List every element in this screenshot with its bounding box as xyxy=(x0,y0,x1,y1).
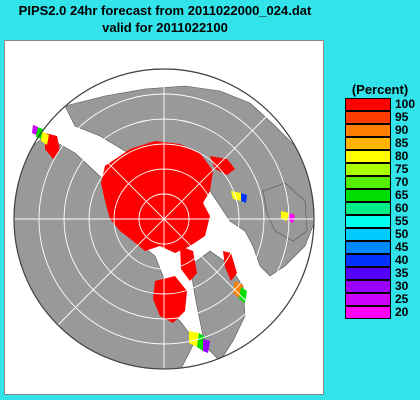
mi-baltic-yellow xyxy=(281,211,289,221)
mi-greenland-green xyxy=(239,287,247,303)
chart-title: PIPS2.0 24hr forecast from 2011022000_02… xyxy=(18,3,312,18)
mi-labrador-purple xyxy=(203,339,210,353)
legend-row: 50 xyxy=(345,227,420,241)
mi-baltic-magenta xyxy=(289,213,295,223)
mi-bering-violet xyxy=(32,125,38,135)
legend-label: 90 xyxy=(395,123,409,137)
legend-row: 80 xyxy=(345,149,420,163)
legend-label: 25 xyxy=(395,292,409,306)
legend-label: 45 xyxy=(395,240,409,254)
legend-row: 95 xyxy=(345,110,420,124)
legend-row: 20 xyxy=(345,305,420,319)
legend-swatch xyxy=(345,202,391,215)
legend-swatch xyxy=(345,137,391,150)
legend-swatch xyxy=(345,124,391,137)
legend-row: 100 xyxy=(345,97,420,111)
legend-swatch xyxy=(345,176,391,189)
legend-label: 40 xyxy=(395,253,409,267)
graticule xyxy=(14,69,314,369)
legend-row: 75 xyxy=(345,162,420,176)
legend-label: 30 xyxy=(395,279,409,293)
legend-row: 35 xyxy=(345,266,420,280)
legend-swatch xyxy=(345,280,391,293)
legend-row: 55 xyxy=(345,214,420,228)
meridian xyxy=(57,112,271,326)
legend-label: 75 xyxy=(395,162,409,176)
sea-ice-layer xyxy=(45,133,237,323)
legend-label: 95 xyxy=(395,110,409,124)
sea-ice-east-greenland xyxy=(223,251,237,281)
legend-swatch xyxy=(345,306,391,319)
legend-label: 60 xyxy=(395,201,409,215)
legend-row: 25 xyxy=(345,292,420,306)
legend-label: 50 xyxy=(395,227,409,241)
legend-swatch xyxy=(345,241,391,254)
legend-swatch xyxy=(345,189,391,202)
sea-ice-baffin xyxy=(180,246,197,281)
mi-labrador-yellow xyxy=(189,331,199,347)
mi-bering-yellow xyxy=(41,131,49,145)
legend-label: 35 xyxy=(395,266,409,280)
legend-label: 80 xyxy=(395,149,409,163)
legend-swatch xyxy=(345,163,391,176)
legend-row: 40 xyxy=(345,253,420,267)
legend-row: 60 xyxy=(345,201,420,215)
legend-label: 20 xyxy=(395,305,409,319)
map-panel xyxy=(4,40,324,395)
legend-row: 70 xyxy=(345,175,420,189)
legend-row: 30 xyxy=(345,279,420,293)
legend-swatch xyxy=(345,254,391,267)
sea-ice-hudson xyxy=(153,276,187,323)
mi-okhotsk-yellow xyxy=(231,191,241,201)
legend-row: 45 xyxy=(345,240,420,254)
legend-label: 65 xyxy=(395,188,409,202)
legend-swatch xyxy=(345,228,391,241)
sea-ice-bering-edge xyxy=(45,133,60,159)
mi-okhotsk-blue xyxy=(241,193,247,203)
legend-swatch xyxy=(345,267,391,280)
legend-swatch xyxy=(345,293,391,306)
legend-label: 100 xyxy=(395,97,416,111)
map-boundary xyxy=(13,68,315,370)
legend-swatch xyxy=(345,150,391,163)
chart-subtitle: valid for 2011022100 xyxy=(102,20,228,35)
legend-label: 70 xyxy=(395,175,409,189)
legend-row: 65 xyxy=(345,188,420,202)
legend-label: 55 xyxy=(395,214,409,228)
marginal-ice-zones xyxy=(32,125,295,353)
sea-ice-arctic xyxy=(101,141,213,253)
legend-swatch xyxy=(345,111,391,124)
polar-map xyxy=(13,68,315,370)
legend-row: 90 xyxy=(345,123,420,137)
sea-ice-barents-edge xyxy=(210,156,235,175)
legend-row: 85 xyxy=(345,136,420,150)
legend-title: (Percent) xyxy=(351,82,409,97)
legend-swatch xyxy=(345,98,391,111)
legend-label: 85 xyxy=(395,136,409,150)
legend-swatch xyxy=(345,215,391,228)
mi-bering-green xyxy=(36,127,43,139)
